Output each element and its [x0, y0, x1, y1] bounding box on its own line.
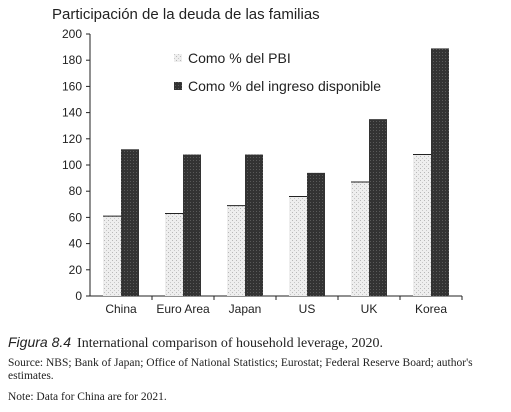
legend-label-ingreso: Como % del ingreso disponible	[188, 78, 381, 94]
y-tick-label: 80	[69, 184, 83, 198]
y-tick-label: 0	[75, 289, 82, 303]
x-tick-label: Japan	[229, 302, 262, 316]
x-tick-label: US	[299, 302, 316, 316]
legend-swatch-ingreso	[174, 82, 182, 90]
plot-area: 0 20 40 60 80 100 120 140 160 180 200 China Euro Are…	[62, 27, 463, 316]
x-tick-label: UK	[361, 302, 378, 316]
y-tick-label: 140	[62, 106, 82, 120]
x-tick-label: Euro Area	[156, 302, 210, 316]
data-note: Note: Data for China are for 2021.	[8, 391, 167, 403]
chart-svg: 0 20 40 60 80 100 120 140 160 180 200 China Euro Are…	[62, 27, 463, 316]
chart-title: Participación de la deuda de las familia…	[52, 6, 320, 23]
bar-ingreso	[183, 154, 201, 296]
x-tick-label: Korea	[415, 302, 447, 316]
bar-ingreso	[431, 48, 449, 296]
bar-ingreso	[369, 119, 387, 297]
source-note: Source: NBS; Bank of Japan; Office of Na…	[8, 357, 473, 382]
y-tick-label: 60	[69, 210, 83, 224]
bar-pbi	[351, 182, 369, 296]
bar-pbi	[227, 205, 245, 296]
y-tick-label: 100	[62, 158, 82, 172]
bar-pbi	[289, 196, 307, 296]
y-tick-label: 20	[69, 263, 83, 277]
legend-swatch-pbi	[174, 54, 182, 62]
x-tick-label: China	[105, 302, 137, 316]
bar-ingreso	[121, 149, 139, 296]
figure-caption-label: Figura 8.4	[8, 334, 72, 350]
y-tick-label: 200	[62, 27, 82, 41]
y-tick-label: 120	[62, 132, 82, 146]
figure-caption-text: International comparison of household le…	[77, 336, 384, 351]
bar-ingreso	[245, 154, 263, 296]
y-tick-label: 160	[62, 79, 82, 93]
y-tick-label: 180	[62, 53, 82, 67]
bar-pbi	[165, 213, 183, 296]
legend-label-pbi: Como % del PBI	[188, 50, 291, 66]
bar-pbi	[413, 154, 431, 296]
y-tick-label: 40	[69, 237, 83, 251]
figure-caption: Figura 8.4 International comparison of ho…	[8, 334, 383, 352]
bar-pbi	[103, 216, 121, 296]
bar-ingreso	[307, 172, 325, 296]
